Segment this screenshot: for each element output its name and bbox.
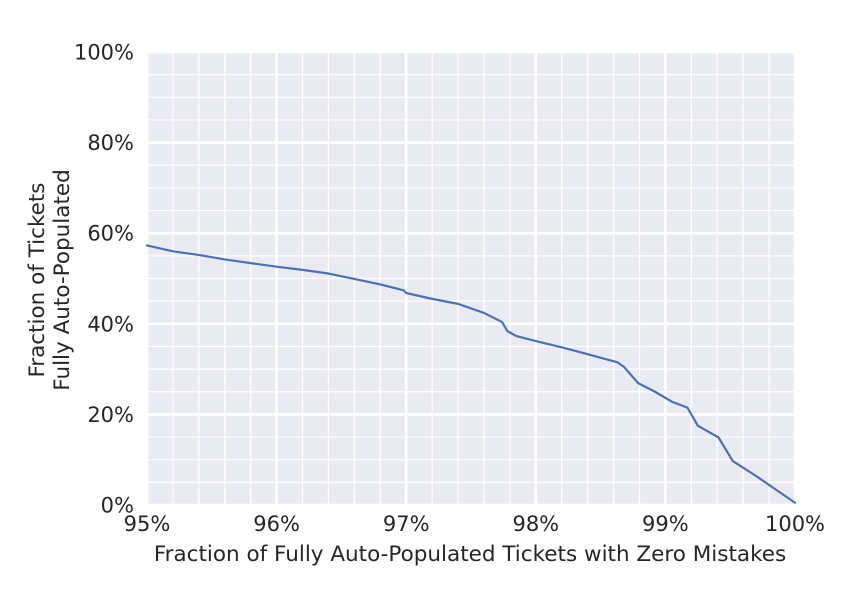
y-tick-label: 100% — [74, 41, 134, 65]
y-axis-tick-labels: 0% 20% 40% 60% 80% 100% — [74, 41, 134, 518]
y-tick-label: 20% — [87, 403, 134, 427]
x-tick-label: 99% — [642, 512, 689, 536]
y-axis-label-line-1: Fraction of Tickets — [25, 182, 50, 377]
x-axis-tick-labels: 95% 96% 97% 98% 99% 100% — [124, 512, 825, 536]
y-tick-label: 40% — [87, 312, 134, 336]
y-tick-label: 80% — [87, 131, 134, 155]
x-tick-label: 100% — [765, 512, 825, 536]
y-axis-label-line-2: Fully Auto-Populated — [50, 169, 75, 390]
x-tick-label: 95% — [124, 512, 171, 536]
y-tick-label: 60% — [87, 222, 134, 246]
x-tick-label: 98% — [512, 512, 559, 536]
minor-gridlines — [146, 51, 796, 506]
y-tick-label: 0% — [101, 494, 134, 518]
x-tick-label: 96% — [253, 512, 300, 536]
major-gridlines — [145, 50, 797, 507]
y-axis-label: Fraction of Tickets Fully Auto-Populated — [25, 169, 75, 390]
x-tick-label: 97% — [383, 512, 430, 536]
data-series-line — [145, 244, 797, 504]
x-axis-label: Fraction of Fully Auto-Populated Tickets… — [154, 542, 786, 567]
